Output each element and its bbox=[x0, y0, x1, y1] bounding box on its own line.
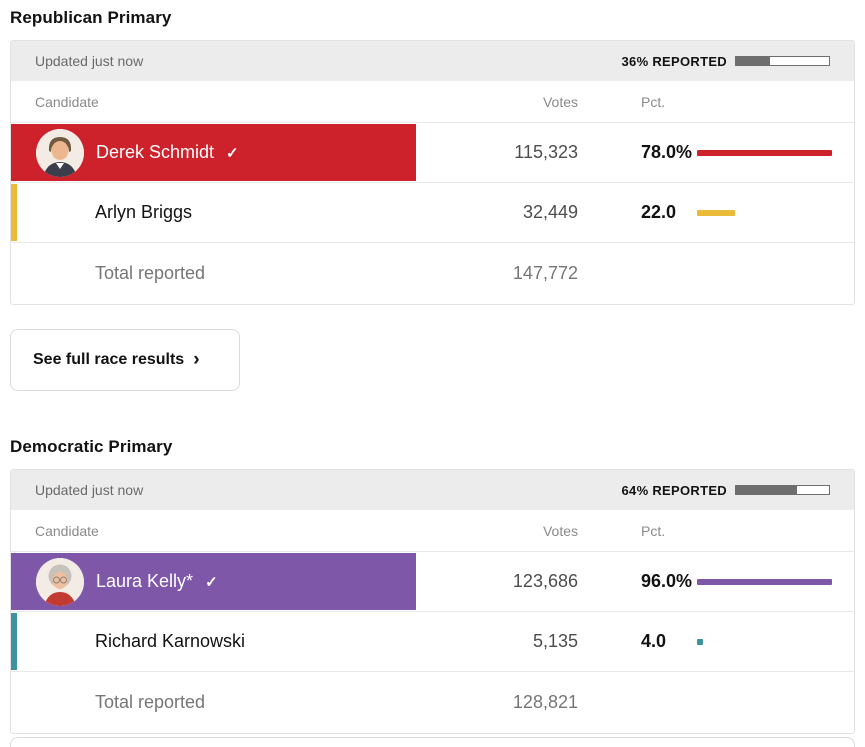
candidate-votes: 115,323 bbox=[514, 142, 578, 162]
candidate-rows: Derek Schmidt ✓ 115,323 78.0% Arlyn Brig… bbox=[11, 123, 854, 243]
pct-bar bbox=[697, 149, 832, 156]
total-row: Total reported 147,772 bbox=[11, 243, 854, 304]
status-bar: Updated just now 64% REPORTED bbox=[11, 470, 854, 510]
reported-label: 36% REPORTED bbox=[621, 53, 727, 69]
total-reported-votes: 128,821 bbox=[512, 692, 578, 712]
candidate-name: Arlyn Briggs bbox=[95, 202, 193, 222]
candidate-cell: Arlyn Briggs bbox=[11, 183, 428, 242]
candidate-row: Arlyn Briggs 32,449 22.0 bbox=[11, 183, 854, 243]
candidate-row: Laura Kelly* ✓ 123,686 96.0% bbox=[11, 552, 854, 612]
updated-timestamp: Updated just now bbox=[35, 53, 144, 69]
candidate-pct: 22.0 bbox=[641, 202, 677, 222]
see-full-race-results-button[interactable]: See full race results › bbox=[10, 329, 240, 391]
updated-timestamp: Updated just now bbox=[35, 482, 144, 498]
reported-progress-fill bbox=[736, 57, 770, 65]
candidate-pct: 4.0 bbox=[641, 631, 667, 651]
column-header-pct: Pct. bbox=[641, 522, 666, 539]
party-color-edge bbox=[11, 184, 17, 241]
status-bar: Updated just now 36% REPORTED bbox=[11, 41, 854, 81]
winner-highlight-block: Derek Schmidt ✓ bbox=[11, 124, 416, 181]
results-card: Updated just now 64% REPORTED Candidate … bbox=[10, 469, 855, 734]
reported-indicator: 64% REPORTED bbox=[622, 483, 830, 498]
winner-check-icon: ✓ bbox=[205, 573, 218, 591]
column-header-candidate: Candidate bbox=[35, 93, 99, 110]
candidate-pct: 96.0% bbox=[641, 571, 693, 591]
next-module-sliver bbox=[10, 737, 855, 747]
candidate-cell: Richard Karnowski bbox=[11, 612, 428, 671]
reported-progress-bar bbox=[735, 485, 830, 495]
total-reported-label: Total reported bbox=[95, 263, 206, 283]
table-header: Candidate Votes Pct. bbox=[11, 81, 854, 123]
see-full-race-results-label: See full race results bbox=[33, 351, 185, 368]
reported-indicator: 36% REPORTED bbox=[622, 54, 830, 69]
candidate-row: Derek Schmidt ✓ 115,323 78.0% bbox=[11, 123, 854, 183]
candidate-name: Richard Karnowski bbox=[95, 631, 246, 651]
candidate-cell: Derek Schmidt ✓ bbox=[11, 123, 428, 182]
candidate-votes: 123,686 bbox=[512, 571, 578, 591]
pct-bar bbox=[697, 209, 735, 216]
pct-bar bbox=[697, 578, 832, 585]
candidate-photo bbox=[36, 557, 84, 606]
female-portrait-icon bbox=[36, 557, 84, 606]
candidate-pct: 78.0% bbox=[641, 142, 693, 162]
column-header-candidate: Candidate bbox=[35, 522, 99, 539]
pct-bar bbox=[697, 638, 703, 645]
party-color-edge bbox=[11, 613, 17, 670]
reported-progress-fill bbox=[736, 486, 797, 494]
pct-bar-cell bbox=[697, 209, 854, 216]
total-row: Total reported 128,821 bbox=[11, 672, 854, 733]
table-header: Candidate Votes Pct. bbox=[11, 510, 854, 552]
candidate-rows: Laura Kelly* ✓ 123,686 96.0% Richard Kar… bbox=[11, 552, 854, 672]
pct-bar-cell bbox=[697, 149, 854, 156]
candidate-votes: 5,135 bbox=[532, 631, 578, 651]
race-title: Democratic Primary bbox=[10, 437, 173, 456]
results-card: Updated just now 36% REPORTED Candidate … bbox=[10, 40, 855, 305]
column-header-votes: Votes bbox=[542, 93, 578, 110]
candidate-cell: Laura Kelly* ✓ bbox=[11, 552, 428, 611]
candidate-name: Derek Schmidt bbox=[96, 142, 215, 162]
chevron-right-icon: › bbox=[193, 348, 200, 370]
reported-label: 64% REPORTED bbox=[621, 482, 727, 498]
election-results-page: Republican Primary Updated just now 36% … bbox=[10, 8, 855, 747]
candidate-photo bbox=[36, 128, 84, 177]
total-reported-label: Total reported bbox=[95, 692, 206, 712]
candidate-votes: 32,449 bbox=[522, 202, 578, 222]
race-section: Democratic Primary Updated just now 64% … bbox=[10, 437, 855, 747]
total-reported-votes: 147,772 bbox=[512, 263, 578, 283]
pct-bar-cell bbox=[697, 578, 854, 585]
reported-progress-bar bbox=[735, 56, 830, 66]
candidate-name: Laura Kelly* bbox=[96, 571, 194, 591]
pct-bar-cell bbox=[697, 638, 854, 645]
column-header-votes: Votes bbox=[542, 522, 578, 539]
winner-highlight-block: Laura Kelly* ✓ bbox=[11, 553, 416, 610]
column-header-pct: Pct. bbox=[641, 93, 666, 110]
winner-check-icon: ✓ bbox=[226, 144, 239, 162]
race-title: Republican Primary bbox=[10, 8, 172, 27]
male-portrait-icon bbox=[36, 128, 84, 177]
candidate-row: Richard Karnowski 5,135 4.0 bbox=[11, 612, 854, 672]
race-section: Republican Primary Updated just now 36% … bbox=[10, 8, 855, 391]
